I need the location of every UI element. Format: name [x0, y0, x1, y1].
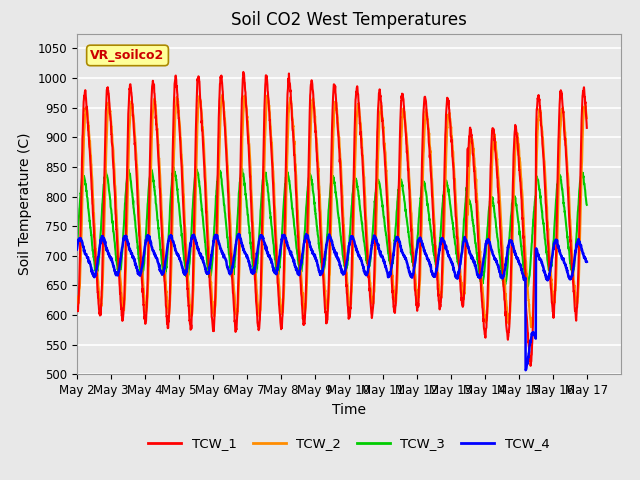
Line: TCW_4: TCW_4 [77, 234, 587, 370]
TCW_4 [358, 258, 365, 264]
TCW_4 [346, 238, 354, 243]
TCW_2 [583, 115, 591, 121]
TCW_4 [552, 239, 560, 245]
TCW_4 [215, 240, 223, 246]
TCW_1 [480, 324, 488, 329]
TCW_1 [583, 125, 591, 131]
TCW_3 [346, 225, 354, 230]
TCW_1 [527, 363, 534, 369]
TCW_4 [538, 260, 546, 266]
TCW_4 [234, 231, 242, 237]
TCW_2 [346, 303, 354, 309]
TCW_3 [583, 202, 591, 208]
TCW_4 [583, 259, 591, 264]
TCW_2 [215, 168, 223, 174]
TCW_2 [358, 133, 365, 139]
TCW_2 [73, 294, 81, 300]
TCW_2 [527, 324, 535, 330]
Y-axis label: Soil Temperature (C): Soil Temperature (C) [18, 133, 32, 275]
TCW_2 [552, 272, 560, 278]
TCW_1 [538, 134, 546, 140]
TCW_2 [219, 92, 227, 97]
TCW_3 [538, 208, 546, 214]
X-axis label: Time: Time [332, 403, 366, 417]
TCW_3 [480, 274, 488, 280]
TCW_1 [215, 108, 223, 114]
TCW_3 [73, 247, 81, 253]
TCW_3 [170, 165, 178, 171]
TCW_1 [73, 305, 81, 311]
TCW_4 [522, 367, 529, 373]
TCW_3 [216, 167, 223, 173]
Line: TCW_2: TCW_2 [77, 95, 587, 327]
TCW_4 [480, 255, 488, 261]
Line: TCW_3: TCW_3 [77, 168, 587, 287]
TCW_3 [552, 195, 560, 201]
Line: TCW_1: TCW_1 [77, 72, 587, 366]
TCW_3 [524, 284, 531, 290]
TCW_2 [480, 302, 488, 308]
TCW_1 [552, 237, 560, 242]
Legend: TCW_1, TCW_2, TCW_3, TCW_4: TCW_1, TCW_2, TCW_3, TCW_4 [143, 432, 555, 456]
Title: Soil CO2 West Temperatures: Soil CO2 West Temperatures [231, 11, 467, 29]
Text: VR_soilco2: VR_soilco2 [90, 49, 164, 62]
TCW_2 [538, 127, 546, 133]
TCW_3 [358, 217, 365, 223]
TCW_1 [346, 304, 354, 310]
TCW_4 [73, 247, 81, 252]
TCW_1 [358, 145, 365, 151]
TCW_1 [239, 69, 247, 75]
